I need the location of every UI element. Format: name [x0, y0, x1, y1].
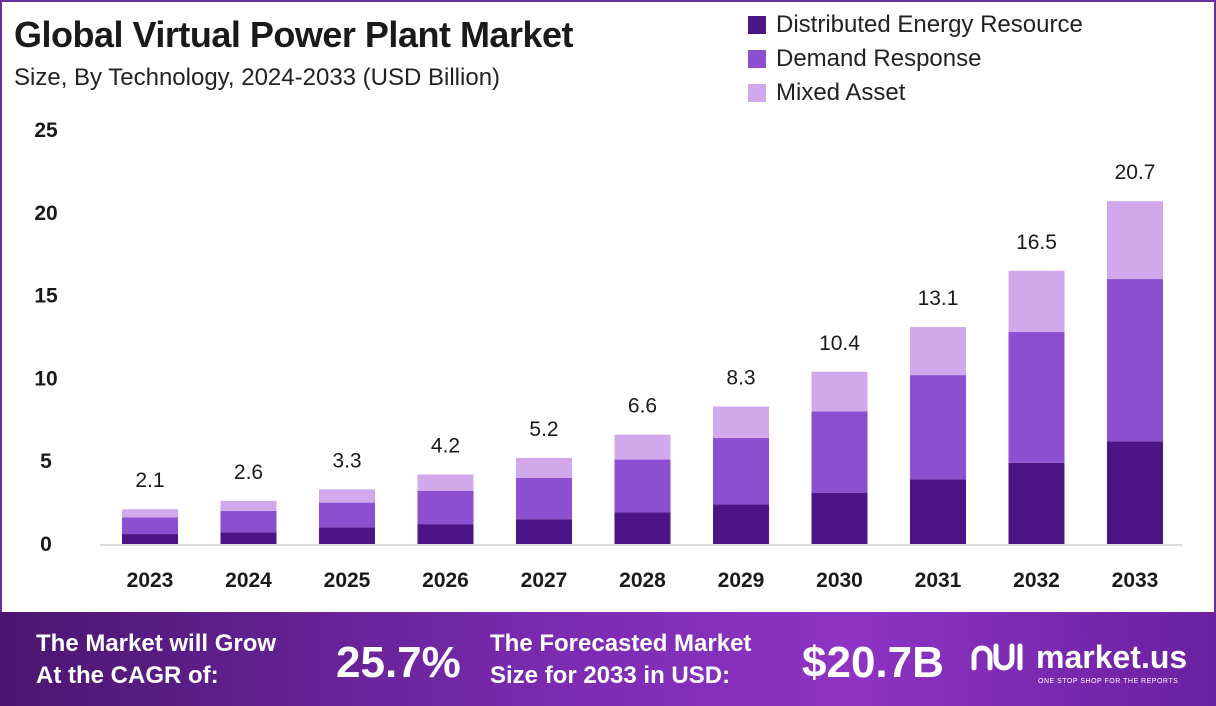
bar-segment-demand-response [319, 502, 375, 528]
bar-segment-demand-response [910, 375, 966, 480]
bar-total-label: 2.6 [234, 461, 263, 484]
bar-segment-demand-response [220, 510, 277, 533]
bar-total-label: 20.7 [1115, 161, 1156, 184]
bar-total-label: 10.4 [819, 332, 860, 355]
legend: Distributed Energy Resource Demand Respo… [748, 8, 1083, 110]
forecast-label-line2: Size for 2033 in USD: [490, 662, 731, 689]
bar-total-label: 2.1 [135, 469, 164, 492]
brand-logo: market.us [970, 638, 1187, 676]
x-tick-label: 2030 [816, 569, 863, 592]
bar-segment-distributed-energy-resource [614, 512, 671, 544]
bar-segment-mixed-asset [220, 500, 277, 511]
bar-segment-demand-response [1008, 332, 1065, 463]
legend-swatch-mixed-asset [748, 84, 766, 102]
bar-total-label: 16.5 [1016, 231, 1057, 254]
y-tick-label: 15 [34, 285, 58, 308]
x-tick-label: 2027 [521, 569, 568, 592]
bar-total-label: 13.1 [918, 287, 959, 310]
forecast-value: $20.7B [802, 638, 944, 687]
x-tick-label: 2033 [1112, 569, 1159, 592]
y-tick-label: 10 [34, 367, 57, 390]
bar-segment-mixed-asset [122, 509, 178, 518]
x-tick-label: 2023 [127, 569, 174, 592]
legend-swatch-demand-response [748, 50, 766, 68]
legend-swatch-distributed-energy-resource [748, 16, 766, 34]
bar-total-label: 6.6 [628, 395, 657, 418]
bar-segment-demand-response [122, 517, 178, 535]
bar-segment-mixed-asset [516, 457, 572, 478]
bar-segment-distributed-energy-resource [1107, 441, 1163, 544]
x-tick-label: 2026 [422, 569, 469, 592]
legend-label: Distributed Energy Resource [776, 11, 1083, 38]
bar-segment-demand-response [614, 459, 671, 513]
bar-segment-distributed-energy-resource [910, 479, 966, 544]
bar-segment-mixed-asset [319, 489, 375, 503]
bar-total-label: 4.2 [431, 434, 460, 457]
x-tick-label: 2031 [915, 569, 962, 592]
y-tick-label: 5 [40, 450, 52, 473]
bar-segment-mixed-asset [1107, 201, 1163, 280]
legend-item-demand-response: Demand Response [748, 42, 1083, 76]
cagr-label-line1: The Market will Grow [36, 630, 277, 657]
bar-segment-distributed-energy-resource [516, 519, 572, 544]
bar-segment-mixed-asset [614, 434, 671, 460]
x-tick-label: 2024 [225, 569, 272, 592]
y-tick-label: 25 [34, 119, 58, 142]
x-tick-label: 2028 [619, 569, 666, 592]
legend-item-distributed-energy-resource: Distributed Energy Resource [748, 8, 1083, 42]
chart-title: Global Virtual Power Plant Market [14, 14, 574, 55]
bar-segment-demand-response [1107, 279, 1163, 442]
bar-total-label: 5.2 [529, 418, 558, 441]
bar-total-label: 8.3 [726, 367, 755, 390]
y-tick-label: 0 [40, 533, 52, 556]
bar-segment-demand-response [811, 411, 868, 493]
cagr-label: The Market will Grow At the CAGR of: [36, 628, 276, 692]
logo-tagline: ONE STOP SHOP FOR THE REPORTS [1038, 678, 1179, 685]
bar-segment-demand-response [713, 438, 769, 505]
cagr-value: 25.7% [336, 638, 461, 687]
x-tick-label: 2029 [718, 569, 765, 592]
bar-segment-mixed-asset [417, 474, 474, 492]
bar-segment-distributed-energy-resource [1008, 462, 1065, 544]
summary-banner: The Market will Grow At the CAGR of: 25.… [0, 612, 1216, 706]
bar-segment-demand-response [417, 491, 474, 525]
legend-label: Mixed Asset [776, 79, 906, 106]
x-tick-label: 2032 [1013, 569, 1060, 592]
chart-subtitle: Size, By Technology, 2024-2033 (USD Bill… [14, 64, 501, 91]
market-us-logo-icon [971, 643, 1023, 671]
bar-segment-distributed-energy-resource [811, 492, 868, 544]
bar-segment-mixed-asset [910, 327, 966, 376]
stacked-bar-chart: 05101520252.120232.620243.320254.220265.… [34, 119, 1182, 592]
bar-segment-distributed-energy-resource [220, 532, 277, 544]
forecast-label: The Forecasted Market Size for 2033 in U… [490, 628, 751, 692]
forecast-label-line1: The Forecasted Market [490, 630, 752, 657]
bar-segment-distributed-energy-resource [319, 527, 375, 544]
bar-segment-distributed-energy-resource [122, 534, 178, 544]
legend-item-mixed-asset: Mixed Asset [748, 76, 1083, 110]
bar-segment-mixed-asset [811, 371, 868, 412]
logo-name: market.us [1036, 638, 1188, 675]
bar-segment-mixed-asset [1008, 270, 1065, 333]
bar-total-label: 3.3 [332, 449, 361, 472]
y-tick-label: 20 [34, 202, 57, 225]
bar-segment-distributed-energy-resource [713, 504, 769, 544]
bar-segment-distributed-energy-resource [417, 524, 474, 544]
bar-segment-demand-response [516, 477, 572, 520]
cagr-label-line2: At the CAGR of: [36, 662, 219, 689]
legend-label: Demand Response [776, 45, 982, 72]
bar-segment-mixed-asset [713, 406, 769, 439]
x-tick-label: 2025 [324, 569, 371, 592]
